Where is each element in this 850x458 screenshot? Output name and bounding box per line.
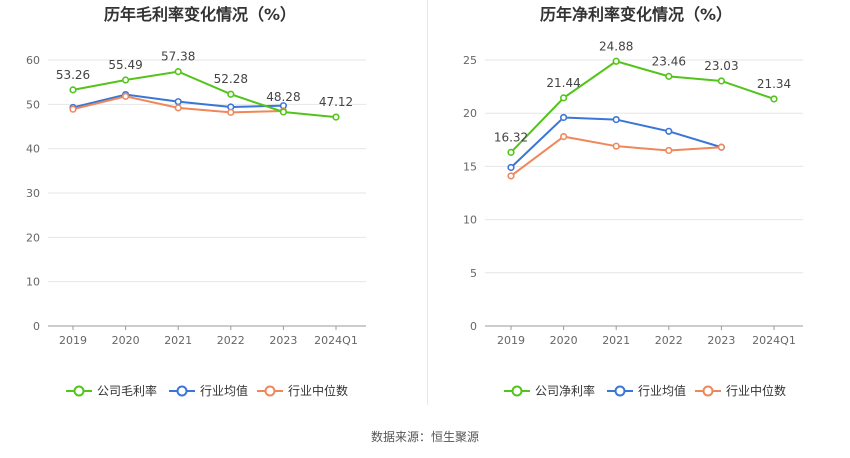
data-label: 47.12: [319, 95, 353, 109]
data-label: 23.46: [652, 54, 686, 68]
legend-label: 行业均值: [638, 383, 686, 398]
data-point: [717, 143, 726, 151]
legend-marker: [511, 385, 523, 397]
legend-marker: [176, 385, 188, 397]
series-line-公司净利率: [510, 60, 775, 154]
y-tick-label: 10: [26, 276, 40, 289]
data-label: 48.28: [266, 90, 300, 104]
data-point: [559, 94, 568, 102]
series-line-公司毛利率: [72, 70, 337, 119]
data-label: 53.26: [56, 68, 90, 82]
series-line-行业中位数: [510, 135, 722, 177]
x-tick-label: 2023: [269, 334, 297, 347]
data-label: 16.32: [494, 130, 528, 144]
x-tick-label: 2020: [550, 334, 578, 347]
chart-title: 历年毛利率变化情况（%）: [104, 5, 296, 24]
y-tick-label: 50: [26, 98, 40, 111]
data-point: [665, 146, 673, 155]
data-point: [69, 86, 77, 94]
legend-marker: [614, 385, 626, 397]
data-point: [174, 98, 182, 106]
series-line-行业均值: [510, 116, 722, 169]
data-point: [507, 148, 515, 156]
data-point: [507, 172, 515, 180]
legend-marker: [264, 385, 276, 397]
x-tick-label: 2023: [707, 334, 735, 347]
data-label: 57.38: [161, 50, 195, 64]
y-tick-label: 0: [470, 320, 477, 333]
data-point: [559, 113, 568, 122]
data-point: [665, 72, 673, 80]
legend-label: 行业均值: [200, 383, 248, 398]
y-tick-label: 10: [463, 214, 477, 227]
data-point: [717, 77, 726, 85]
x-tick-label: 2019: [59, 334, 87, 347]
y-tick-label: 15: [463, 160, 477, 173]
legend-marker: [73, 385, 85, 397]
x-tick-label: 2024Q1: [314, 334, 358, 347]
legend-label: 公司净利率: [535, 383, 595, 398]
x-tick-label: 2024Q1: [752, 334, 796, 347]
legend-marker: [702, 385, 714, 397]
x-tick-label: 2021: [602, 334, 630, 347]
y-tick-label: 30: [26, 187, 40, 200]
data-point: [665, 127, 673, 135]
data-point: [332, 113, 340, 121]
data-point: [612, 142, 620, 150]
data-label: 23.03: [704, 59, 738, 73]
data-point: [121, 92, 130, 100]
legend-label: 行业中位数: [726, 383, 786, 398]
data-point: [121, 76, 130, 84]
legend-label: 公司毛利率: [97, 383, 157, 398]
x-tick-label: 2020: [112, 334, 140, 347]
x-tick-label: 2022: [655, 334, 683, 347]
panel-divider: [427, 0, 428, 405]
y-tick-label: 20: [26, 231, 40, 244]
y-tick-label: 5: [470, 267, 477, 280]
legend-label: 行业中位数: [288, 383, 348, 398]
data-point: [507, 163, 515, 172]
data-label: 55.49: [108, 58, 142, 72]
data-label: 52.28: [214, 72, 248, 86]
data-point: [227, 108, 235, 116]
data-source-note: 数据来源：恒生聚源: [370, 430, 479, 444]
data-point: [174, 68, 182, 76]
data-label: 21.44: [546, 76, 580, 90]
x-tick-label: 2022: [217, 334, 245, 347]
data-label: 24.88: [599, 39, 633, 53]
data-point: [174, 104, 182, 112]
y-tick-label: 25: [463, 54, 477, 67]
y-tick-label: 60: [26, 54, 40, 67]
data-label: 21.34: [757, 77, 791, 91]
data-point: [559, 133, 568, 141]
data-point: [612, 57, 620, 65]
data-point: [279, 108, 288, 116]
data-point: [770, 95, 778, 103]
y-tick-label: 40: [26, 143, 40, 156]
y-tick-label: 0: [33, 320, 40, 333]
data-point: [227, 90, 235, 98]
x-tick-label: 2019: [497, 334, 525, 347]
data-point: [69, 105, 77, 113]
data-point: [612, 115, 620, 124]
x-tick-label: 2021: [164, 334, 192, 347]
y-tick-label: 20: [463, 107, 477, 120]
chart-title: 历年净利率变化情况（%）: [540, 5, 732, 24]
